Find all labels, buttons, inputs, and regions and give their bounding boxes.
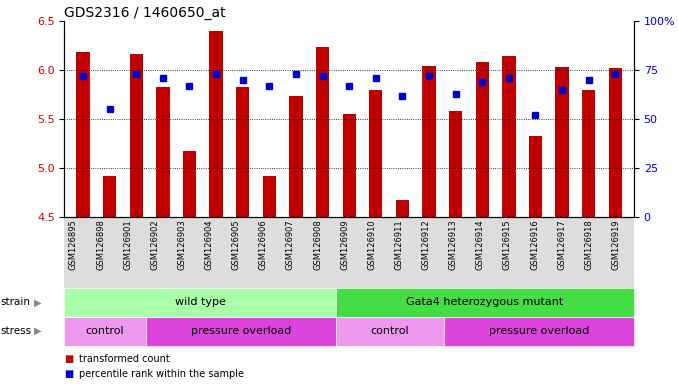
Bar xyxy=(290,96,302,217)
Text: GSM126901: GSM126901 xyxy=(123,219,132,270)
Bar xyxy=(369,90,382,217)
Bar xyxy=(103,176,117,217)
Text: ▶: ▶ xyxy=(33,297,41,308)
Bar xyxy=(555,67,569,217)
Bar xyxy=(502,56,515,217)
Text: GSM126911: GSM126911 xyxy=(395,219,403,270)
Text: ■: ■ xyxy=(64,369,74,379)
Text: GSM126909: GSM126909 xyxy=(340,219,349,270)
Text: GSM126906: GSM126906 xyxy=(259,219,268,270)
Text: pressure overload: pressure overload xyxy=(191,326,291,336)
Text: GSM126898: GSM126898 xyxy=(96,219,105,270)
Bar xyxy=(529,136,542,217)
Text: wild type: wild type xyxy=(174,297,226,308)
Text: transformed count: transformed count xyxy=(79,354,170,364)
Text: GSM126915: GSM126915 xyxy=(503,219,512,270)
Bar xyxy=(342,114,356,217)
Text: GSM126910: GSM126910 xyxy=(367,219,376,270)
Text: GSM126905: GSM126905 xyxy=(232,219,241,270)
Text: strain: strain xyxy=(1,297,31,308)
Bar xyxy=(475,62,489,217)
Bar xyxy=(129,55,143,217)
Text: stress: stress xyxy=(1,326,32,336)
Text: GSM126916: GSM126916 xyxy=(530,219,539,270)
Text: GSM126903: GSM126903 xyxy=(178,219,186,270)
Text: GSM126895: GSM126895 xyxy=(69,219,78,270)
Text: control: control xyxy=(371,326,409,336)
Bar xyxy=(183,151,196,217)
Bar xyxy=(210,31,223,217)
Text: GSM126902: GSM126902 xyxy=(151,219,159,270)
Text: GSM126919: GSM126919 xyxy=(612,219,620,270)
Bar xyxy=(236,87,250,217)
Bar xyxy=(449,111,462,217)
Text: GSM126907: GSM126907 xyxy=(286,219,295,270)
Bar xyxy=(609,68,622,217)
Text: GSM126908: GSM126908 xyxy=(313,219,322,270)
Text: GSM126917: GSM126917 xyxy=(557,219,566,270)
Bar xyxy=(316,46,330,217)
Text: percentile rank within the sample: percentile rank within the sample xyxy=(79,369,244,379)
Text: GSM126913: GSM126913 xyxy=(449,219,458,270)
Text: GDS2316 / 1460650_at: GDS2316 / 1460650_at xyxy=(64,6,226,20)
Bar xyxy=(156,87,170,217)
Bar xyxy=(422,66,436,217)
Text: ▶: ▶ xyxy=(33,326,41,336)
Bar xyxy=(77,53,89,217)
Text: GSM126914: GSM126914 xyxy=(476,219,485,270)
Bar xyxy=(582,90,595,217)
Text: ■: ■ xyxy=(64,354,74,364)
Text: GSM126912: GSM126912 xyxy=(422,219,431,270)
Bar xyxy=(262,176,276,217)
Text: pressure overload: pressure overload xyxy=(489,326,589,336)
Text: GSM126918: GSM126918 xyxy=(584,219,593,270)
Text: control: control xyxy=(86,326,124,336)
Text: Gata4 heterozygous mutant: Gata4 heterozygous mutant xyxy=(406,297,563,308)
Bar xyxy=(396,200,409,217)
Text: GSM126904: GSM126904 xyxy=(205,219,214,270)
